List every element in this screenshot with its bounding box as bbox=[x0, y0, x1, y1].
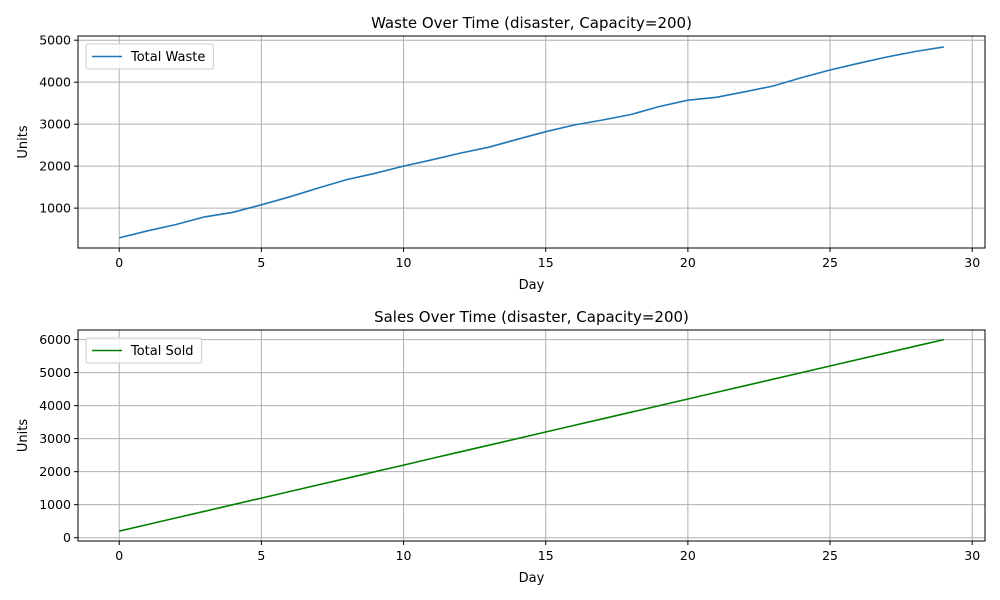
y-tick-label: 0 bbox=[63, 530, 71, 545]
x-tick-label: 5 bbox=[257, 255, 265, 270]
grid bbox=[78, 330, 985, 541]
sales-chart: Sales Over Time (disaster, Capacity=200)… bbox=[16, 308, 986, 586]
y-tick-label: 2000 bbox=[39, 159, 71, 174]
x-tick-label: 15 bbox=[538, 548, 554, 563]
series bbox=[119, 338, 944, 532]
y-tick-label: 5000 bbox=[39, 365, 71, 380]
x-tick-label: 10 bbox=[396, 548, 412, 563]
series-line bbox=[119, 46, 944, 239]
y-tick-label: 1000 bbox=[39, 497, 71, 512]
x-tick-label: 30 bbox=[964, 548, 980, 563]
y-tick-label: 3000 bbox=[39, 117, 71, 132]
y-tick-label: 5000 bbox=[39, 33, 71, 48]
y-tick-label: 2000 bbox=[39, 464, 71, 479]
legend-label: Total Sold bbox=[130, 344, 194, 359]
waste-chart: Waste Over Time (disaster, Capacity=200)… bbox=[16, 14, 986, 293]
legend: Total Waste bbox=[85, 43, 214, 70]
y-tick-label: 3000 bbox=[39, 431, 71, 446]
x-tick-label: 15 bbox=[538, 255, 554, 270]
x-tick-label: 25 bbox=[822, 548, 838, 563]
x-tick-label: 10 bbox=[396, 255, 412, 270]
series-line bbox=[119, 338, 944, 532]
plot-frame bbox=[77, 329, 986, 542]
legend-box bbox=[85, 43, 214, 70]
ticks: 0 5 10 15 20 25 30 0 1000 2000 3000 4000 5000 6000 bbox=[39, 332, 980, 563]
y-axis-label: Units bbox=[16, 419, 31, 452]
series bbox=[119, 46, 944, 239]
ticks: 0 5 10 15 20 25 30 1000 2000 3000 4000 5000 bbox=[39, 33, 980, 270]
x-axis-label: Day bbox=[519, 278, 545, 293]
x-tick-label: 0 bbox=[115, 548, 123, 563]
legend-box bbox=[85, 337, 203, 364]
y-axis-label: Units bbox=[16, 125, 31, 158]
y-tick-label: 4000 bbox=[39, 75, 71, 90]
legend: Total Sold bbox=[85, 337, 203, 364]
grid bbox=[78, 36, 985, 248]
x-tick-label: 5 bbox=[257, 548, 265, 563]
legend-label: Total Waste bbox=[130, 50, 205, 65]
chart-title: Sales Over Time (disaster, Capacity=200) bbox=[374, 308, 689, 326]
x-tick-label: 30 bbox=[964, 255, 980, 270]
x-tick-label: 20 bbox=[680, 255, 696, 270]
x-tick-label: 0 bbox=[115, 255, 123, 270]
y-tick-label: 1000 bbox=[39, 201, 71, 216]
plot-frame bbox=[77, 35, 986, 249]
y-tick-label: 6000 bbox=[39, 332, 71, 347]
y-tick-label: 4000 bbox=[39, 398, 71, 413]
x-tick-label: 20 bbox=[680, 548, 696, 563]
x-axis-label: Day bbox=[519, 571, 545, 586]
x-tick-label: 25 bbox=[822, 255, 838, 270]
chart-title: Waste Over Time (disaster, Capacity=200) bbox=[371, 14, 692, 32]
